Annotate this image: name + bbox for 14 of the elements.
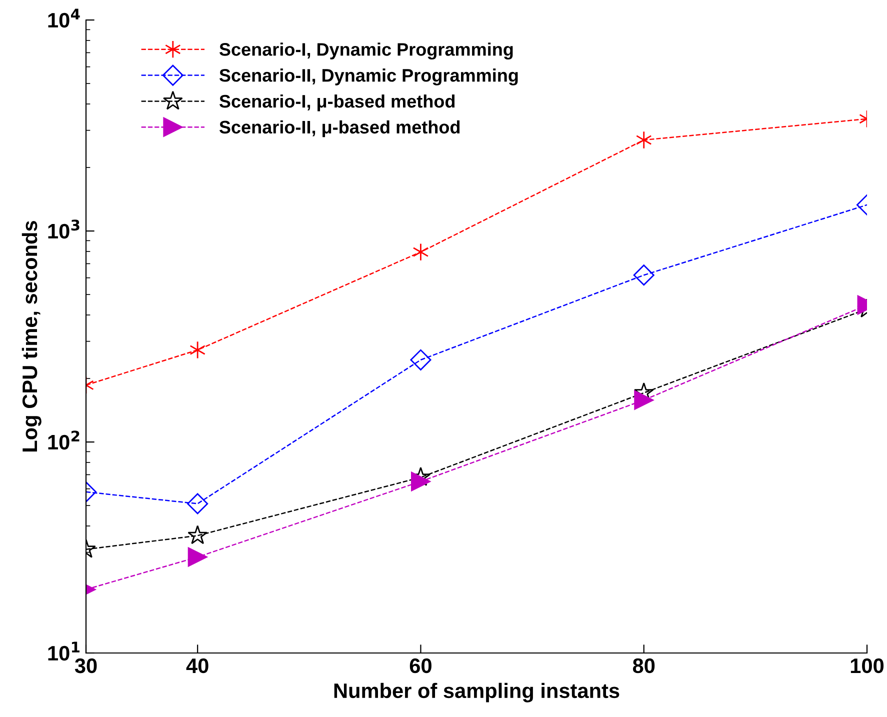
legend-label: Scenario-II, Dynamic Programming: [219, 68, 518, 86]
y-axis-title: Log CPU time, seconds: [22, 221, 42, 452]
x-tick-label: 60: [410, 658, 432, 674]
legend-label: Scenario-I, μ-based method: [219, 94, 455, 112]
legend-label: Scenario-I, Dynamic Programming: [219, 42, 513, 60]
y-tick-label: 10$^{4}$: [48, 8, 80, 28]
x-tick-label: 30: [74, 658, 97, 674]
x-axis-title: Number of sampling instants: [334, 682, 620, 702]
legend-label: Scenario-II, μ-based method: [219, 120, 460, 138]
x-tick-label: 40: [186, 658, 208, 674]
y-tick-label: 10$^{3}$: [48, 220, 80, 239]
y-tick-label: 10$^{2}$: [48, 430, 80, 450]
x-tick-label: 100: [850, 658, 884, 674]
x-tick-label: 80: [632, 658, 655, 674]
